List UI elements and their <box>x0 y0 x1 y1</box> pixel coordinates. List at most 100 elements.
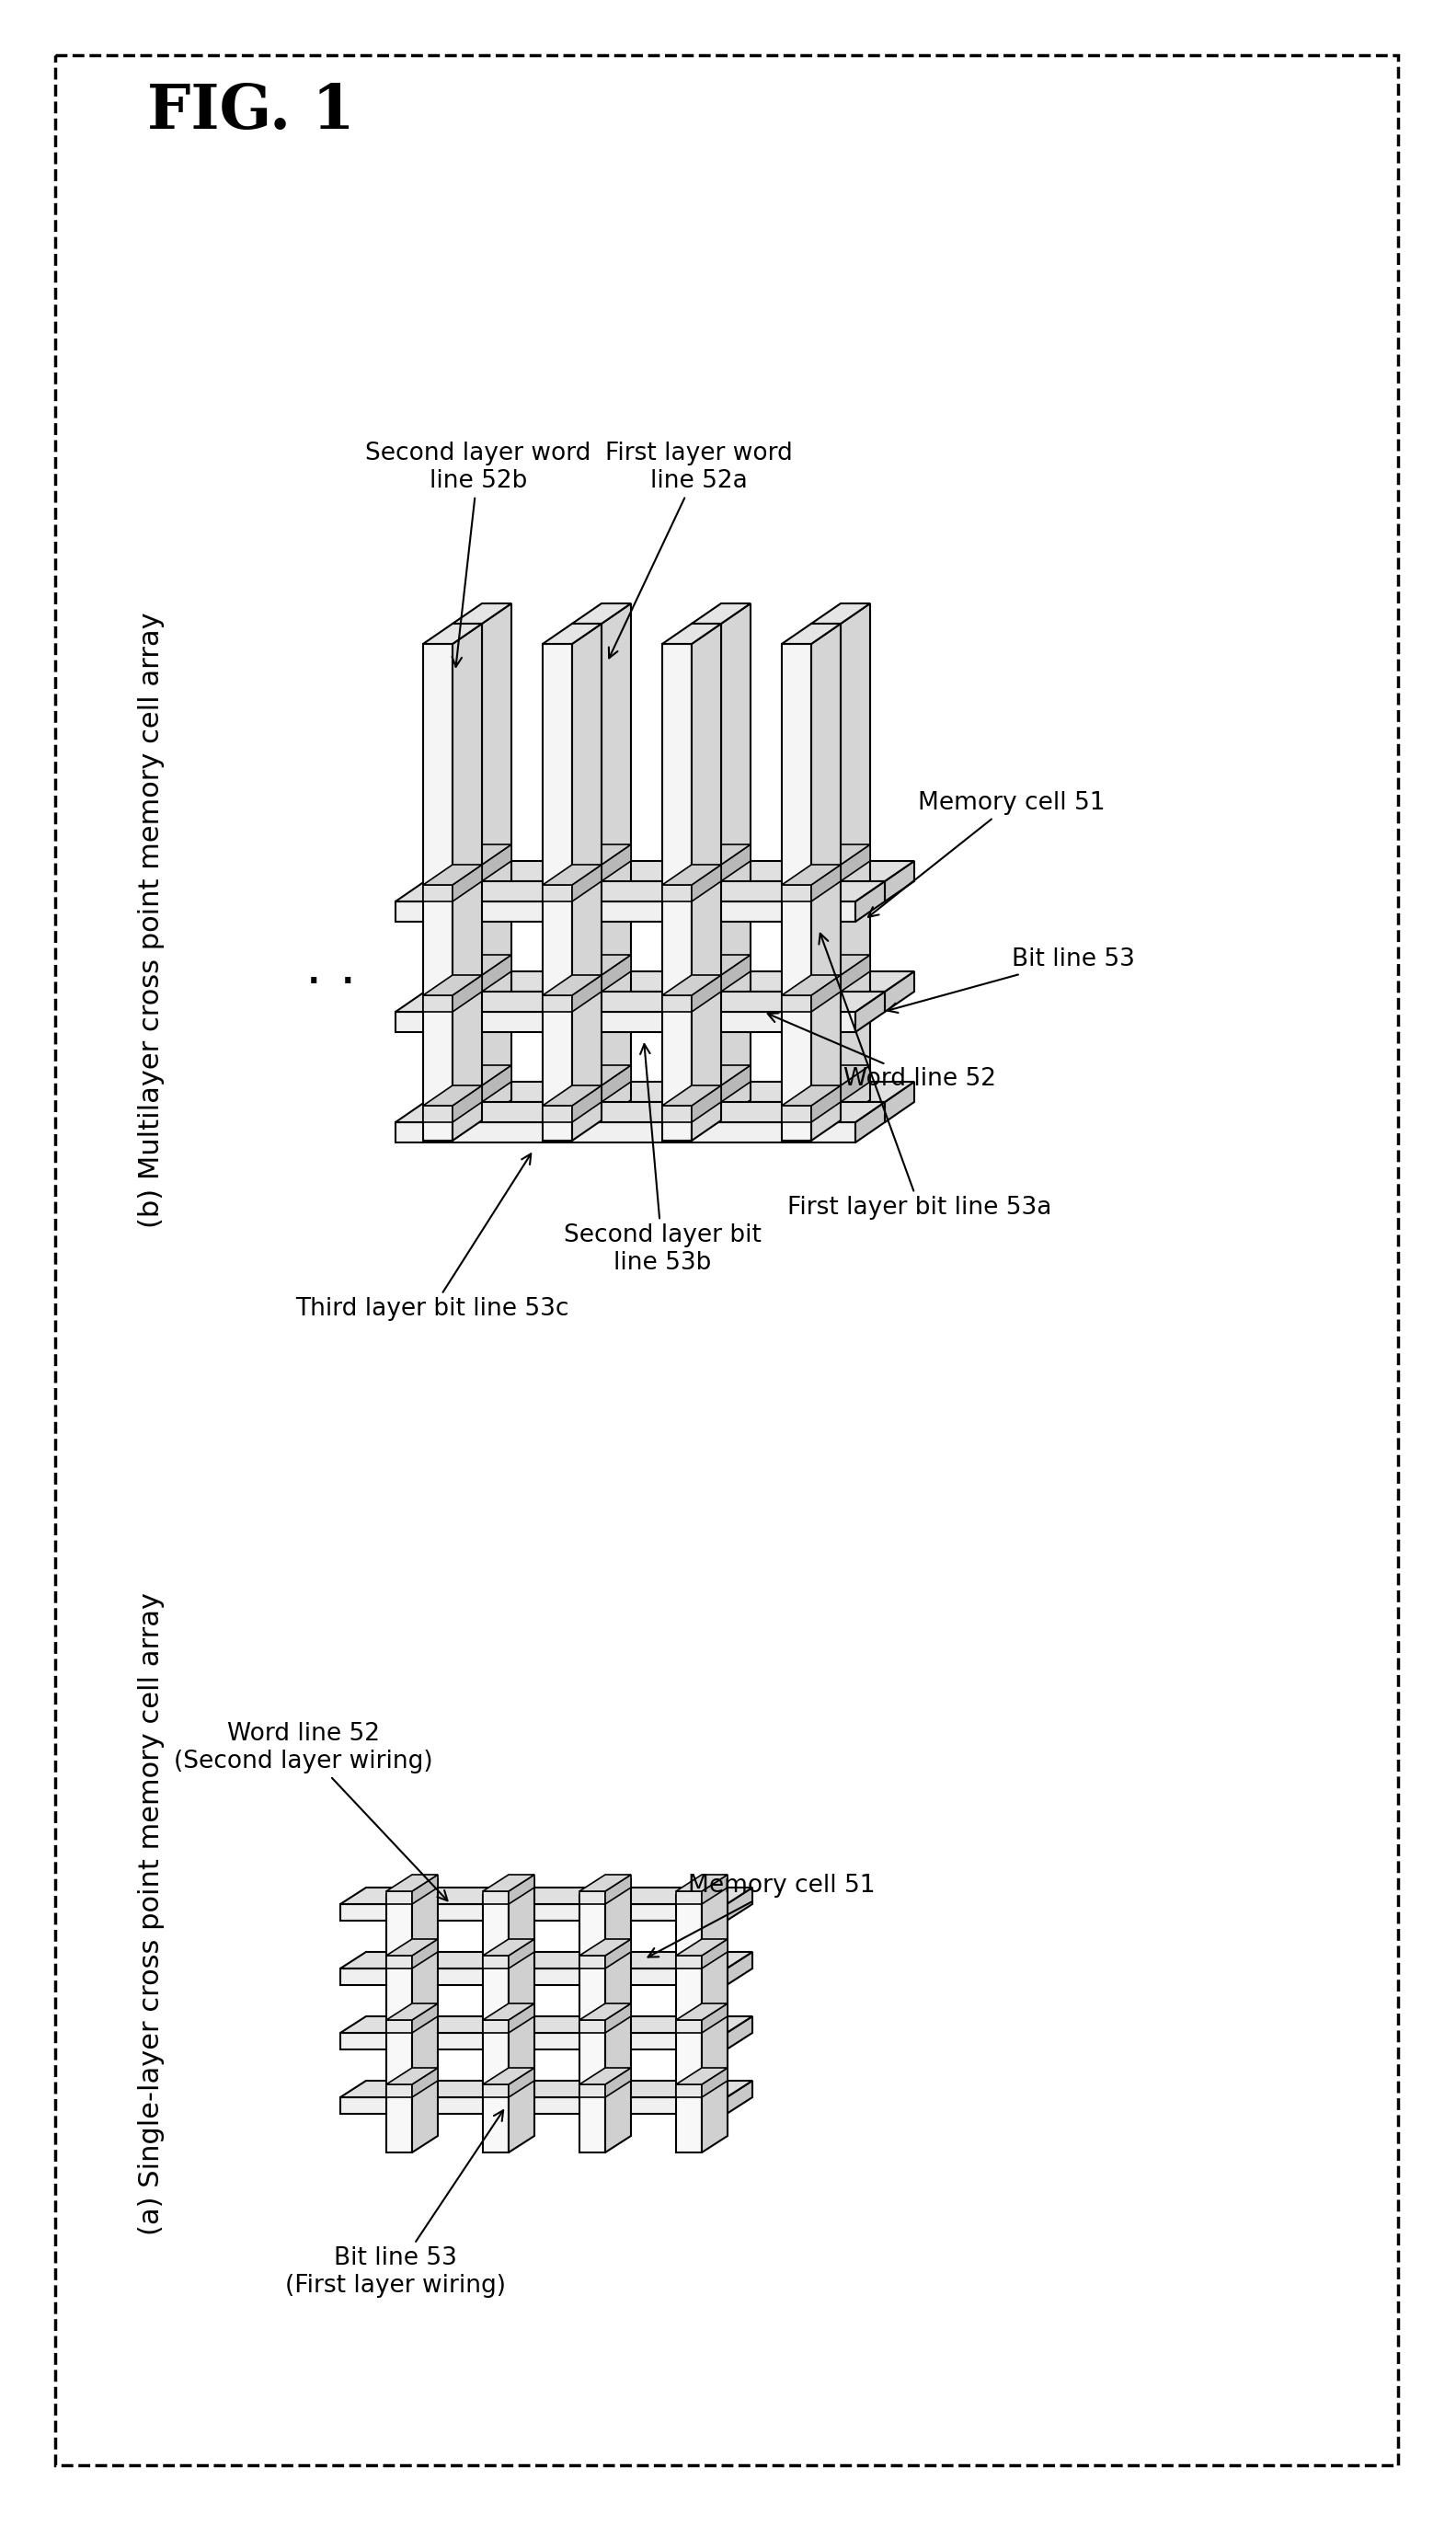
Polygon shape <box>855 992 885 1033</box>
Polygon shape <box>662 644 692 1141</box>
Polygon shape <box>721 954 750 992</box>
Polygon shape <box>601 603 630 1121</box>
Text: · ·: · · <box>306 957 357 1010</box>
Polygon shape <box>662 1106 692 1121</box>
Polygon shape <box>483 2086 508 2098</box>
Polygon shape <box>572 864 601 881</box>
Polygon shape <box>453 975 482 992</box>
Polygon shape <box>386 2002 438 2020</box>
Polygon shape <box>543 1086 601 1106</box>
Polygon shape <box>702 1879 728 2151</box>
Polygon shape <box>543 864 601 884</box>
Polygon shape <box>572 624 601 1141</box>
Polygon shape <box>425 1101 885 1121</box>
Polygon shape <box>662 975 721 995</box>
Polygon shape <box>386 1894 412 2151</box>
Polygon shape <box>341 1969 727 1985</box>
Polygon shape <box>676 1879 728 1894</box>
Text: (a) Single-layer cross point memory cell array: (a) Single-layer cross point memory cell… <box>138 1591 165 2235</box>
Polygon shape <box>453 624 482 1121</box>
Polygon shape <box>840 954 871 992</box>
Polygon shape <box>676 2020 702 2033</box>
Polygon shape <box>508 1874 534 1904</box>
Polygon shape <box>572 1066 630 1086</box>
Polygon shape <box>424 884 453 901</box>
Polygon shape <box>543 624 601 644</box>
Polygon shape <box>579 2002 630 2020</box>
Polygon shape <box>811 1086 840 1101</box>
Polygon shape <box>508 2068 534 2098</box>
Polygon shape <box>601 954 630 992</box>
Polygon shape <box>811 1086 840 1121</box>
Polygon shape <box>579 1874 630 1891</box>
Polygon shape <box>424 1086 482 1106</box>
Polygon shape <box>606 1939 630 1969</box>
Polygon shape <box>601 843 630 881</box>
Polygon shape <box>692 1086 721 1101</box>
Polygon shape <box>424 975 482 995</box>
Polygon shape <box>424 644 453 1141</box>
Polygon shape <box>721 1066 750 1101</box>
Polygon shape <box>386 1939 438 1954</box>
Polygon shape <box>606 1874 630 1904</box>
Polygon shape <box>396 1121 855 1141</box>
Polygon shape <box>543 1106 572 1121</box>
Polygon shape <box>396 1013 855 1033</box>
Polygon shape <box>386 1879 438 1894</box>
Polygon shape <box>579 1939 630 1954</box>
Polygon shape <box>885 1081 914 1121</box>
Polygon shape <box>412 1939 438 1969</box>
Polygon shape <box>425 881 885 901</box>
Polygon shape <box>811 864 840 881</box>
Polygon shape <box>601 1066 630 1101</box>
Polygon shape <box>572 1086 601 1121</box>
Polygon shape <box>453 1086 482 1101</box>
Polygon shape <box>483 2002 534 2020</box>
Polygon shape <box>811 1066 871 1086</box>
Text: FIG. 1: FIG. 1 <box>147 81 355 141</box>
Text: Memory cell 51: Memory cell 51 <box>648 1874 875 1957</box>
Polygon shape <box>341 2098 727 2113</box>
Polygon shape <box>386 1891 412 1904</box>
Polygon shape <box>572 1086 601 1101</box>
Polygon shape <box>572 864 601 901</box>
Polygon shape <box>721 603 750 1121</box>
Polygon shape <box>425 861 914 881</box>
Polygon shape <box>341 2081 753 2098</box>
Polygon shape <box>341 1889 753 1904</box>
Polygon shape <box>572 954 630 975</box>
Polygon shape <box>782 644 811 1141</box>
Polygon shape <box>572 843 630 864</box>
Polygon shape <box>885 972 914 1013</box>
Polygon shape <box>811 603 871 624</box>
Polygon shape <box>782 995 811 1013</box>
Polygon shape <box>483 1894 508 2151</box>
Polygon shape <box>579 2020 606 2033</box>
Polygon shape <box>727 2081 753 2113</box>
Polygon shape <box>676 2086 702 2098</box>
Polygon shape <box>840 843 871 881</box>
Polygon shape <box>692 864 721 901</box>
Polygon shape <box>702 2068 728 2098</box>
Polygon shape <box>579 1954 606 1969</box>
Polygon shape <box>676 1874 728 1891</box>
Polygon shape <box>692 843 750 864</box>
Polygon shape <box>840 1066 871 1101</box>
Polygon shape <box>424 864 482 884</box>
Polygon shape <box>341 2033 727 2050</box>
Polygon shape <box>543 644 572 1141</box>
Polygon shape <box>508 1939 534 1969</box>
Polygon shape <box>572 975 601 1013</box>
Polygon shape <box>424 1106 453 1121</box>
Polygon shape <box>482 843 511 881</box>
Polygon shape <box>692 603 750 624</box>
Text: Memory cell 51: Memory cell 51 <box>868 790 1105 917</box>
Polygon shape <box>425 992 885 1013</box>
Polygon shape <box>811 975 840 992</box>
Polygon shape <box>543 975 601 995</box>
Polygon shape <box>453 975 482 1013</box>
Text: Word line 52: Word line 52 <box>767 1013 996 1091</box>
Polygon shape <box>482 1066 511 1101</box>
Polygon shape <box>811 624 840 1141</box>
Text: Second layer bit
line 53b: Second layer bit line 53b <box>563 1045 761 1275</box>
